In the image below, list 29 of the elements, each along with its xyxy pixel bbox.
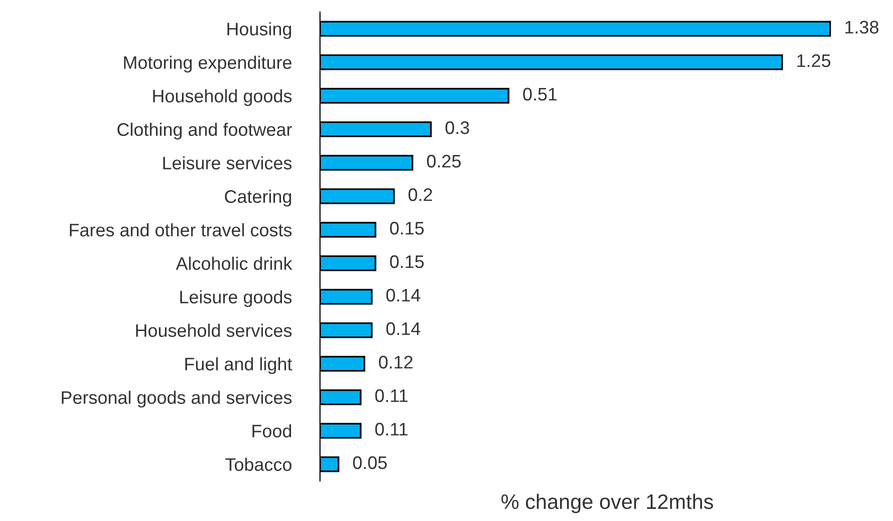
data-label: 1.25 <box>797 54 830 68</box>
y-tick-label: Catering <box>224 190 292 207</box>
data-label: 0.25 <box>427 154 461 168</box>
data-label: 0.11 <box>375 389 408 402</box>
data-label: 0.12 <box>378 356 412 369</box>
data-label: 0.05 <box>353 456 387 470</box>
y-tick-label: Leisure goods <box>180 290 292 308</box>
y-tick-label: Household services <box>136 324 292 337</box>
y-tick-label: Alcoholic drink <box>176 256 292 270</box>
x-axis-title: % change over 12mths <box>501 494 714 514</box>
data-label: 0.51 <box>523 88 557 101</box>
y-tick-label: Housing <box>227 22 292 40</box>
data-label: 0.14 <box>386 288 420 302</box>
data-label: 0.14 <box>386 322 420 336</box>
data-label: 0.15 <box>390 222 424 235</box>
y-tick-label: Personal goods and services <box>62 390 292 408</box>
data-label: 0.15 <box>390 255 424 268</box>
y-tick-label: Motoring expenditure <box>124 56 292 73</box>
data-label: 0.2 <box>408 188 432 202</box>
y-tick-label: Fuel and light <box>185 357 292 374</box>
data-label: 0.3 <box>445 121 470 134</box>
y-tick-label: Fares and other travel costs <box>70 223 292 236</box>
y-tick-label: Clothing and footwear <box>118 122 292 140</box>
y-tick-label: Household goods <box>153 89 292 106</box>
data-label: 0.11 <box>375 422 408 436</box>
y-tick-label: Tobacco <box>225 458 292 471</box>
y-tick-label: Food <box>252 424 292 438</box>
y-tick-label: Leisure services <box>163 156 292 170</box>
data-label: 1.38 <box>845 20 878 34</box>
